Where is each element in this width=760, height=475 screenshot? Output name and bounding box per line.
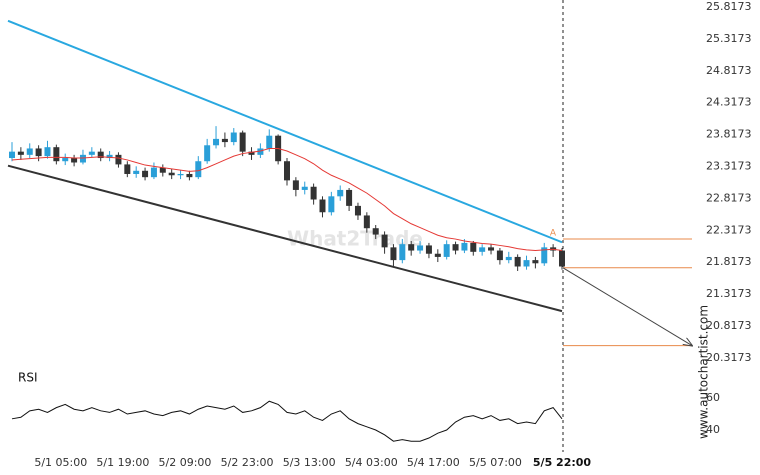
rsi-tick-label: 40 (706, 423, 720, 436)
candle-body (213, 138, 220, 146)
candle-body (186, 173, 193, 178)
candle-body (9, 151, 15, 159)
candle-body (284, 161, 290, 181)
candle-body (496, 250, 503, 261)
y-tick-label: 21.3173 (706, 287, 752, 300)
candle-body (106, 154, 113, 159)
candle-body (425, 245, 432, 254)
candle-body (559, 250, 565, 267)
credit: www.autochartist.com (697, 305, 711, 439)
rsi-line (11, 400, 563, 442)
candle-body (301, 186, 308, 190)
candle-body (248, 151, 255, 155)
candle-body (532, 260, 539, 264)
candle-body (408, 244, 415, 251)
candle-body (195, 161, 202, 178)
candle-body (221, 138, 228, 143)
x-tick-label: 5/4 17:00 (407, 456, 460, 469)
candle-body (310, 186, 317, 200)
candle-body (523, 260, 530, 267)
moving-average (11, 147, 563, 252)
y-tick-label: 22.3173 (706, 223, 752, 236)
y-tick-label: 20.3173 (706, 351, 752, 364)
trend-line (7, 19, 563, 244)
candle-body (239, 132, 246, 152)
candle-body (399, 244, 406, 261)
candle-body (79, 154, 86, 163)
candle-body (346, 189, 353, 206)
candle-body (337, 189, 344, 197)
candle-body (35, 148, 42, 157)
y-tick-label: 25.3173 (706, 32, 752, 45)
candle-body (62, 158, 69, 162)
candle-body (257, 148, 264, 155)
candle-body (488, 247, 495, 251)
candle-body (88, 151, 95, 155)
candle-body (142, 170, 149, 178)
x-tick-label: 5/1 05:00 (34, 456, 87, 469)
rsi-title: RSI (18, 371, 38, 385)
candle-body (328, 196, 335, 213)
candle-body (417, 245, 424, 251)
y-tick-label: 24.3173 (706, 96, 752, 109)
candle-body (381, 234, 388, 248)
candle-body (266, 135, 273, 149)
candle-body (505, 256, 512, 261)
x-tick-label: 5/5 22:00 (533, 456, 592, 469)
candle-body (541, 247, 548, 264)
candle-body (434, 253, 441, 257)
candle-body (97, 151, 104, 159)
candle-body (26, 148, 33, 155)
y-tick-label: 24.8173 (706, 64, 752, 77)
x-tick-label: 5/4 03:00 (345, 456, 398, 469)
candle-body (124, 164, 131, 174)
y-tick-label: 20.8173 (706, 319, 752, 332)
y-tick-label: 23.8173 (706, 128, 752, 141)
candle-body (17, 151, 24, 155)
trend-line (7, 164, 563, 313)
candle-body (452, 244, 459, 251)
y-tick-label: 21.8173 (706, 255, 752, 268)
candle-body (177, 173, 184, 176)
candle-body (159, 167, 166, 173)
candle-body (230, 132, 237, 143)
forecast-arrow (562, 267, 692, 346)
candle-body (354, 205, 361, 216)
candle-body (115, 154, 122, 165)
x-tick-label: 5/2 09:00 (159, 456, 212, 469)
x-tick-label: 5/1 19:00 (96, 456, 149, 469)
candle-body (363, 215, 370, 229)
rsi-tick-label: 60 (706, 391, 720, 404)
candle-body (372, 228, 379, 235)
y-tick-label: 23.3173 (706, 159, 752, 172)
candle-body (470, 242, 477, 252)
candle-body (150, 167, 157, 178)
candle-body (204, 145, 211, 162)
pattern-label: A (550, 229, 557, 239)
x-tick-label: 5/5 07:00 (469, 456, 522, 469)
x-tick-label: 5/2 23:00 (221, 456, 274, 469)
candle-body (479, 247, 486, 252)
x-tick-label: 5/3 13:00 (283, 456, 336, 469)
candle-body (390, 247, 397, 261)
candle-body (292, 180, 299, 190)
candle-body (461, 242, 468, 251)
candle-body (514, 256, 521, 267)
candle-body (168, 172, 175, 176)
candle-body (443, 244, 450, 257)
y-tick-label: 25.8173 (706, 0, 752, 13)
candle-body (71, 158, 78, 163)
candle-body (319, 199, 326, 213)
candle-body (133, 170, 140, 174)
candle-body (44, 147, 51, 157)
candle-body (53, 147, 60, 162)
y-tick-label: 22.8173 (706, 191, 752, 204)
